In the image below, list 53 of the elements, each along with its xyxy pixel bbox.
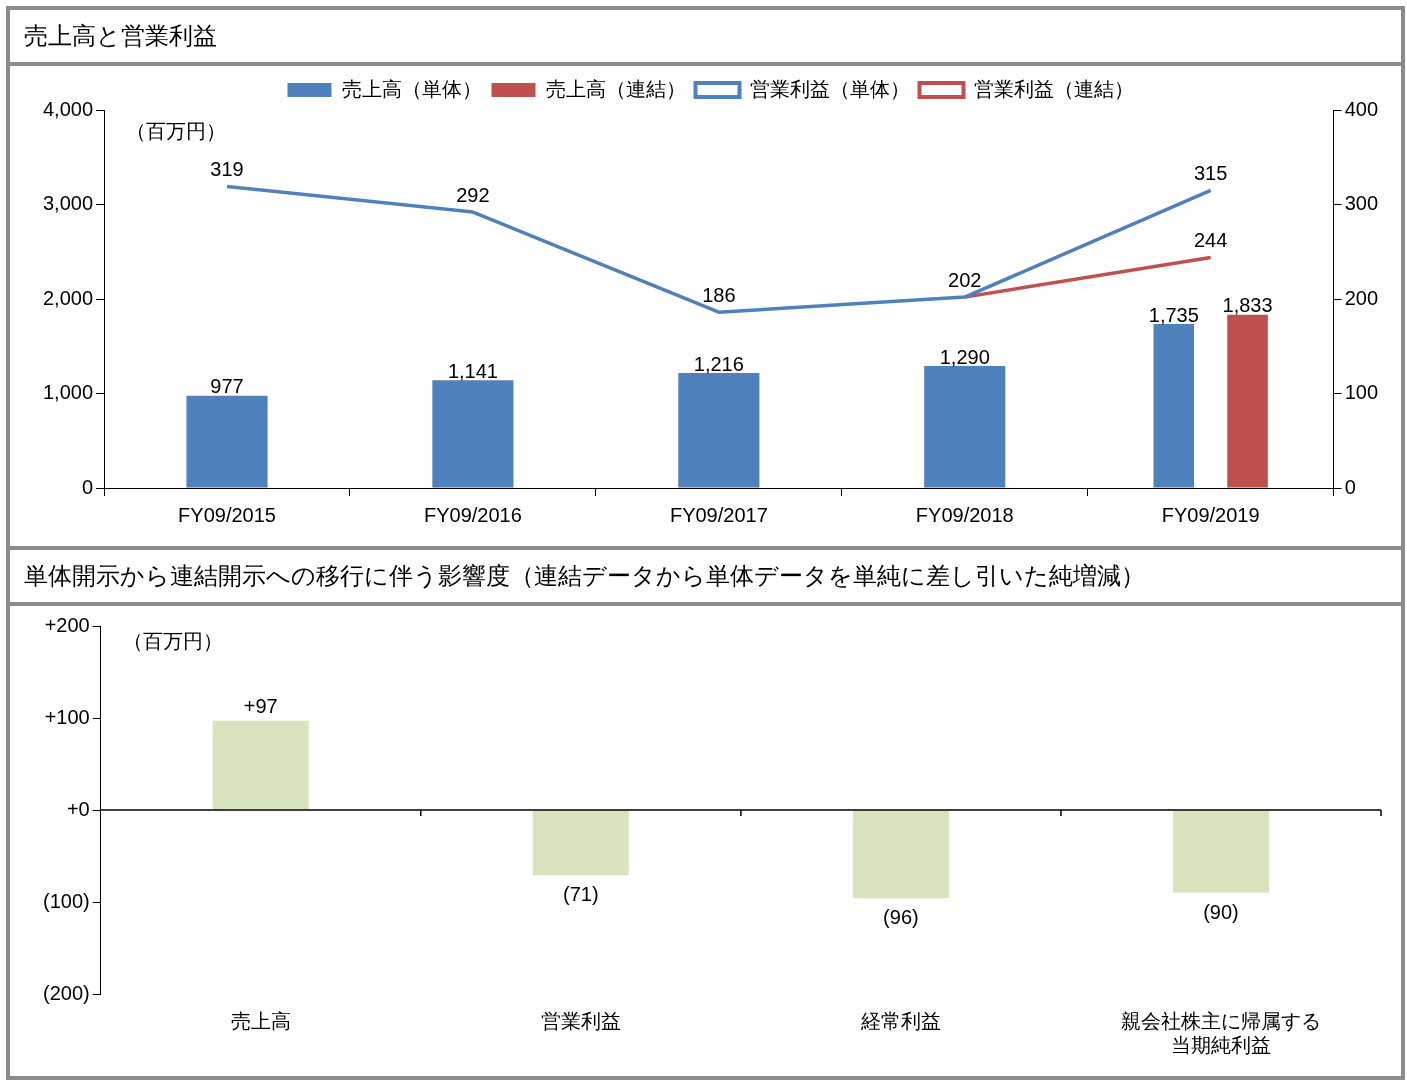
data-label: 244 [1193,228,1228,251]
legend-label: 営業利益（単体） [749,77,910,100]
x-tick-label: FY09/2017 [669,503,768,526]
y-tick-label: +100 [44,705,90,728]
data-label: 319 [210,158,244,181]
data-label: (71) [563,883,599,906]
annotation: （百万円） [122,630,223,652]
data-label: 1,141 [447,359,498,382]
data-label: 1,735 [1148,303,1199,326]
y-tick-label: 3,000 [42,192,94,215]
data-label: 1,290 [939,345,990,368]
y-tick-label: 1,000 [42,381,94,404]
x-tick-label: 経常利益 [859,1009,941,1032]
x-tick-label: 営業利益 [540,1009,621,1032]
y-tick-label: +0 [66,797,90,820]
annotation: （百万円） [126,119,227,142]
legend-label: 売上高（単体） [341,77,482,100]
y-tick-label: 4,000 [42,97,94,120]
x-tick-label: 売上高 [230,1009,291,1032]
y2-tick-label: 100 [1344,381,1379,404]
chart-title: 売上高と営業利益 [10,10,1401,66]
x-tick-label: FY09/2015 [178,503,276,526]
x-tick-label: FY09/2019 [1161,503,1260,526]
y-tick-label: (200) [42,981,90,1004]
data-label: 315 [1193,161,1228,184]
y2-tick-label: 200 [1344,286,1379,309]
x-tick-label: FY09/2018 [915,503,1014,526]
y-tick-label: +200 [44,613,90,636]
y-tick-label: 0 [81,475,94,498]
bar [924,366,1006,488]
y2-tick-label: 300 [1344,192,1379,215]
y2-tick-label: 400 [1344,97,1379,120]
bar [432,380,514,488]
data-label: 202 [948,268,982,291]
bar [678,373,760,488]
y-tick-label: 2,000 [42,286,94,309]
data-label: (96) [883,906,919,929]
y2-tick-label: 0 [1344,475,1356,498]
bar [1227,314,1268,488]
x-tick-label: 親会社株主に帰属する当期純利益 [1120,1009,1321,1056]
x-tick-label: FY09/2016 [423,503,522,526]
data-label: (90) [1203,900,1239,923]
data-label: 186 [702,283,736,306]
data-label: 1,216 [693,352,744,375]
legend-label: 営業利益（連結） [973,77,1134,100]
y-tick-label: (100) [42,889,90,912]
data-label: 1,833 [1222,294,1273,317]
data-label: 292 [456,183,490,206]
data-label: 977 [210,375,244,398]
data-label: +97 [243,694,278,717]
bar [186,395,268,488]
legend-label: 売上高（連結） [545,77,686,100]
chart-title: 単体開示から連結開示への移行に伴う影響度（連結データから単体データを単純に差し引いた純増減） [10,550,1401,606]
